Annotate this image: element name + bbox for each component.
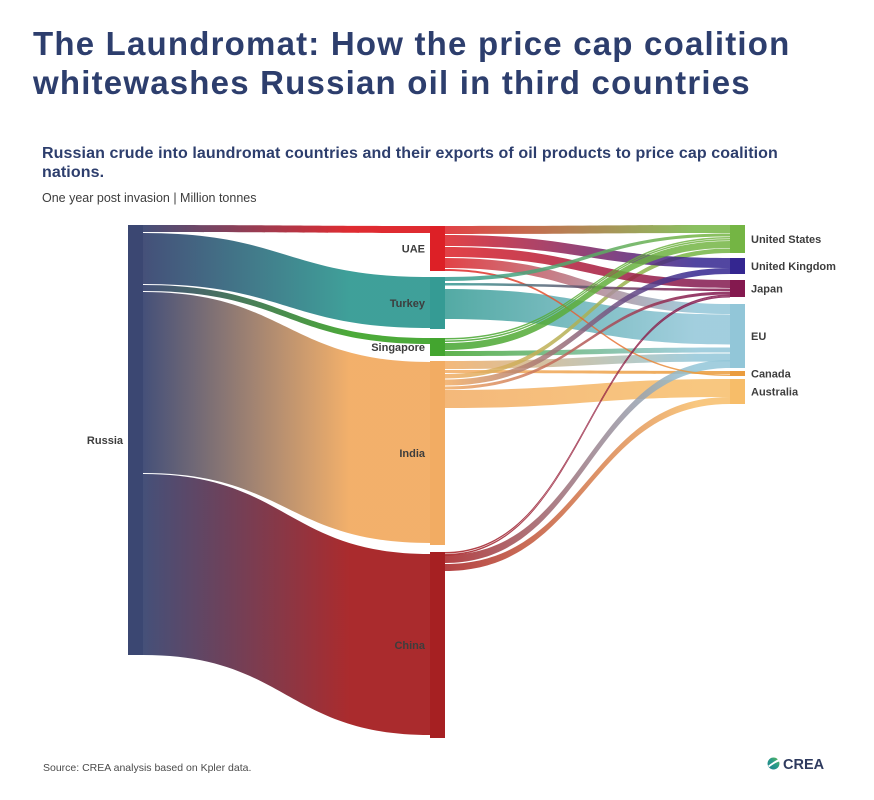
svg-text:China: China xyxy=(394,640,425,652)
svg-text:Singapore: Singapore xyxy=(371,342,425,354)
svg-text:Russia: Russia xyxy=(87,435,124,447)
svg-text:EU: EU xyxy=(751,331,766,343)
svg-text:United States: United States xyxy=(751,234,821,246)
svg-text:Canada: Canada xyxy=(751,369,792,381)
svg-text:Turkey: Turkey xyxy=(390,298,426,310)
svg-text:Japan: Japan xyxy=(751,284,783,296)
svg-text:Australia: Australia xyxy=(751,387,799,399)
svg-text:United Kingdom: United Kingdom xyxy=(751,261,836,273)
svg-text:UAE: UAE xyxy=(402,244,425,256)
svg-text:India: India xyxy=(399,448,426,460)
